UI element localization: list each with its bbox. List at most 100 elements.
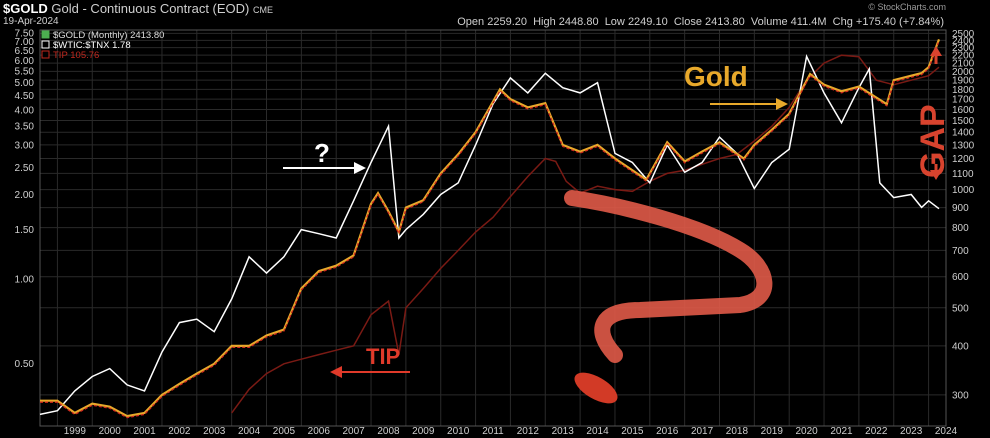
- left-tick-label: 5.50: [15, 67, 35, 78]
- left-tick-label: 7.00: [15, 37, 35, 48]
- x-tick-label: 2021: [830, 426, 853, 437]
- x-tick-label: 2004: [238, 426, 261, 437]
- low-value: 2249.10: [627, 16, 668, 28]
- chart-date: 19-Apr-2024: [3, 16, 59, 27]
- right-tick-label: 2000: [952, 67, 975, 78]
- squiggle-mark: [564, 190, 773, 363]
- right-tick-label: 1900: [952, 76, 975, 87]
- x-tick-label: 2011: [482, 426, 504, 437]
- x-tick-label: 2019: [761, 426, 784, 437]
- x-tick-label: 2018: [726, 426, 749, 437]
- series-line-tip: [231, 54, 940, 414]
- left-tick-label: 3.50: [15, 122, 35, 133]
- left-tick-label: 6.00: [15, 56, 35, 67]
- gap-arrowhead-down: [930, 170, 942, 180]
- series-line-goldmonthly: [40, 39, 941, 418]
- legend: $GOLD (Monthly) 2413.80$WTIC:$TNX 1.78TI…: [41, 30, 164, 61]
- left-tick-label: 2.00: [15, 190, 35, 201]
- right-tick-label: 2400: [952, 36, 975, 47]
- x-tick-label: 2010: [447, 426, 470, 437]
- right-tick-label: 1500: [952, 116, 975, 127]
- right-tick-label: 2500: [952, 29, 975, 40]
- right-tick-label: 1600: [952, 105, 975, 116]
- right-tick-label: 400: [952, 341, 969, 352]
- gold-label: Gold: [684, 61, 748, 92]
- plot-frame: [39, 29, 947, 427]
- x-tick-label: 2002: [168, 426, 191, 437]
- left-tick-label: 4.00: [15, 105, 35, 116]
- x-tick-label: 2013: [552, 426, 575, 437]
- right-tick-label: 1000: [952, 185, 975, 196]
- right-tick-label: 800: [952, 223, 969, 234]
- right-axis: 2500240023002200210020001900180017001600…: [952, 29, 975, 402]
- ohlc-readout: Open 2259.20 High 2448.80 Low 2249.10 Cl…: [457, 16, 944, 28]
- x-tick-label: 2020: [795, 426, 818, 437]
- left-tick-label: 1.50: [15, 225, 35, 236]
- symbol: $GOLD: [3, 1, 48, 16]
- annotations: ? Gold TIP GAP: [283, 46, 952, 404]
- x-tick-label: 2015: [621, 426, 644, 437]
- chg-value: +175.40 (+7.84%): [855, 16, 944, 28]
- left-tick-label: 1.00: [15, 275, 35, 286]
- x-tick-label: 2001: [133, 426, 156, 437]
- high-value: 2448.80: [558, 16, 599, 28]
- right-tick-label: 2300: [952, 43, 975, 54]
- right-tick-label: 2200: [952, 51, 975, 62]
- left-tick-label: 0.50: [15, 359, 35, 370]
- open-value: 2259.20: [487, 16, 527, 28]
- x-tick-label: 2005: [273, 426, 296, 437]
- x-tick-label: 2009: [412, 426, 435, 437]
- x-tick-label: 2012: [517, 426, 540, 437]
- chart-title: $GOLD Gold - Continuous Contract (EOD) C…: [3, 1, 273, 16]
- right-tick-label: 700: [952, 246, 969, 257]
- left-tick-label: 2.50: [15, 163, 35, 174]
- gold-arrowhead: [776, 98, 788, 110]
- right-tick-label: 1200: [952, 154, 975, 165]
- question-arrowhead: [354, 162, 366, 174]
- legend-swatch: [41, 50, 50, 59]
- dot-mark: [574, 372, 618, 404]
- right-tick-label: 1300: [952, 140, 975, 151]
- volume-value: 411.4M: [790, 16, 827, 28]
- left-tick-label: 4.50: [15, 91, 35, 102]
- right-tick-label: 300: [952, 390, 969, 401]
- x-tick-label: 2023: [900, 426, 923, 437]
- x-tick-label: 2000: [99, 426, 122, 437]
- x-tick-label: 2006: [308, 426, 331, 437]
- x-tick-label: 2007: [342, 426, 365, 437]
- left-axis: 7.507.006.506.005.505.00 4.50 4.00 3.50 3.00…: [15, 29, 35, 370]
- x-tick-label: 2008: [377, 426, 400, 437]
- legend-swatch: [41, 40, 50, 49]
- grid: [39, 29, 947, 427]
- exchange: CME: [253, 5, 274, 15]
- tip-label: TIP: [366, 344, 400, 369]
- x-tick-label: 2022: [865, 426, 888, 437]
- left-tick-label: 6.50: [15, 46, 35, 57]
- left-tick-label: 3.00: [15, 141, 35, 152]
- gap-arrowhead-up: [930, 46, 942, 56]
- right-tick-label: 1100: [952, 169, 974, 180]
- description: Gold - Continuous Contract (EOD): [51, 1, 250, 16]
- right-tick-label: 500: [952, 303, 969, 314]
- x-tick-label: 2017: [691, 426, 714, 437]
- legend-swatch: [41, 30, 50, 39]
- watermark: © StockCharts.com: [868, 2, 946, 12]
- right-tick-label: 2100: [952, 59, 975, 70]
- legend-label: $GOLD (Monthly) 2413.80: [53, 30, 164, 41]
- x-tick-label: 2016: [656, 426, 679, 437]
- x-tick-label: 1999: [64, 426, 87, 437]
- x-tick-label: 2003: [203, 426, 226, 437]
- right-tick-label: 1800: [952, 85, 975, 96]
- legend-label: TIP 105.76: [53, 50, 99, 61]
- right-tick-label: 1700: [952, 95, 975, 106]
- series-layer: [39, 39, 941, 419]
- x-tick-label: 2024: [935, 426, 958, 437]
- right-tick-label: 600: [952, 272, 969, 283]
- close-value: 2413.80: [705, 16, 745, 28]
- series-candles-gold: [40, 40, 940, 419]
- right-tick-label: 900: [952, 203, 969, 214]
- right-tick-label: 1400: [952, 128, 975, 139]
- gap-label: GAP: [914, 104, 952, 178]
- legend-label: $WTIC:$TNX 1.78: [53, 40, 131, 51]
